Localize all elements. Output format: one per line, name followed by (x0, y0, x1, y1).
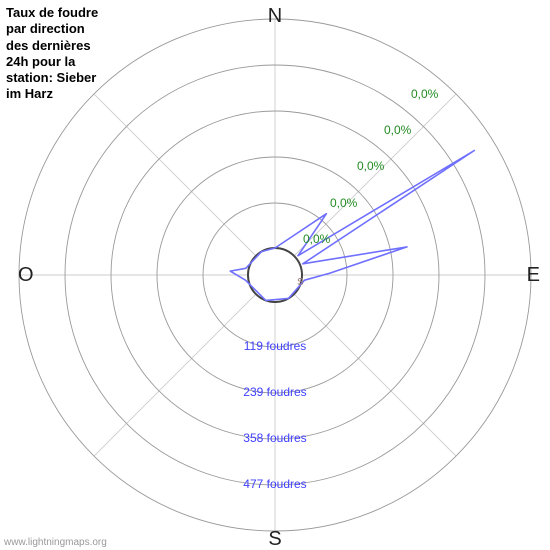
spoke (94, 94, 256, 256)
cardinal-N: N (268, 5, 282, 27)
center-circle (248, 248, 302, 302)
spoke (94, 294, 256, 456)
cardinal-S: S (268, 528, 281, 550)
center-marker-s: S (297, 277, 304, 288)
ring-label-count-0: 119 foudres (244, 339, 307, 353)
ring-label-count-1: 239 foudres (243, 385, 306, 399)
polar-chart: S N E S O 0,0% 0,0% 0,0% 0,0% 0,0% 119 foudres 239 … (0, 0, 550, 550)
cardinal-E: E (527, 264, 540, 286)
ring-label-pct-2: 0,0% (357, 159, 385, 173)
cardinal-O: O (18, 264, 34, 286)
ring-label-pct-4: 0,0% (411, 87, 439, 101)
ring-label-pct-3: 0,0% (384, 123, 412, 137)
ring-label-pct-0: 0,0% (303, 232, 331, 246)
spoke (294, 294, 456, 456)
ring-label-pct-1: 0,0% (330, 196, 358, 210)
windrose-polygon (230, 151, 474, 301)
ring-label-count-2: 358 foudres (243, 431, 306, 445)
ring-label-count-3: 477 foudres (243, 477, 306, 491)
